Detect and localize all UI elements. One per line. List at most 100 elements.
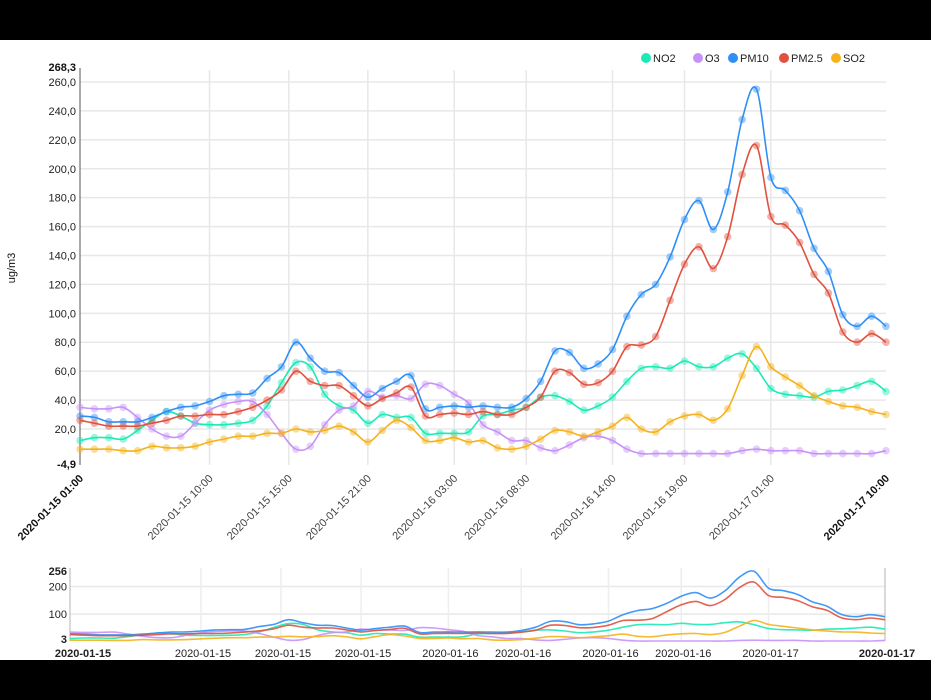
data-point[interactable]: [292, 358, 300, 367]
data-point[interactable]: [594, 378, 602, 387]
data-point[interactable]: [248, 389, 257, 397]
data-point[interactable]: [551, 367, 559, 376]
data-point[interactable]: [220, 435, 228, 443]
data-point[interactable]: [119, 403, 127, 412]
data-point[interactable]: [810, 449, 818, 458]
data-point[interactable]: [162, 444, 171, 452]
data-point[interactable]: [637, 425, 646, 433]
data-point[interactable]: [450, 409, 459, 417]
data-point[interactable]: [479, 407, 487, 416]
data-point[interactable]: [277, 429, 286, 438]
data-point[interactable]: [148, 419, 156, 428]
data-point[interactable]: [709, 363, 718, 371]
data-point[interactable]: [421, 405, 430, 413]
data-point[interactable]: [752, 445, 761, 454]
data-point[interactable]: [119, 418, 127, 426]
data-point[interactable]: [767, 363, 775, 371]
data-point[interactable]: [177, 403, 185, 412]
data-point[interactable]: [349, 406, 358, 415]
data-point[interactable]: [752, 85, 761, 93]
data-point[interactable]: [522, 436, 530, 445]
data-point[interactable]: [220, 400, 228, 409]
data-point[interactable]: [191, 412, 199, 420]
data-point[interactable]: [479, 420, 487, 429]
data-point[interactable]: [205, 397, 214, 406]
data-point[interactable]: [666, 364, 674, 373]
data-point[interactable]: [695, 243, 703, 251]
data-point[interactable]: [76, 445, 84, 454]
data-point[interactable]: [637, 341, 646, 349]
data-point[interactable]: [767, 212, 775, 221]
data-point[interactable]: [723, 232, 732, 241]
data-point[interactable]: [637, 364, 646, 373]
data-point[interactable]: [839, 311, 847, 319]
data-point[interactable]: [623, 445, 631, 454]
data-point[interactable]: [191, 442, 199, 451]
data-point[interactable]: [263, 429, 271, 438]
data-point[interactable]: [767, 446, 775, 455]
data-point[interactable]: [248, 397, 257, 406]
data-point[interactable]: [810, 270, 818, 279]
data-point[interactable]: [421, 429, 430, 438]
data-point[interactable]: [623, 342, 631, 351]
data-point[interactable]: [464, 399, 473, 407]
data-point[interactable]: [853, 322, 861, 331]
data-point[interactable]: [90, 433, 99, 442]
data-point[interactable]: [738, 115, 746, 124]
data-point[interactable]: [105, 405, 113, 413]
legend-item-pm25[interactable]: PM2.5: [779, 53, 823, 65]
data-point[interactable]: [580, 406, 588, 415]
data-point[interactable]: [436, 381, 444, 390]
data-point[interactable]: [709, 449, 718, 458]
data-point[interactable]: [220, 420, 228, 429]
data-point[interactable]: [335, 402, 343, 410]
data-point[interactable]: [234, 397, 243, 406]
data-point[interactable]: [695, 410, 703, 419]
data-point[interactable]: [767, 173, 775, 182]
data-point[interactable]: [378, 410, 387, 419]
data-point[interactable]: [666, 296, 674, 305]
data-point[interactable]: [220, 391, 228, 400]
data-point[interactable]: [651, 363, 660, 371]
data-point[interactable]: [824, 387, 833, 396]
data-point[interactable]: [882, 338, 890, 347]
data-point[interactable]: [364, 402, 372, 410]
data-point[interactable]: [335, 406, 343, 415]
data-point[interactable]: [853, 338, 861, 347]
data-point[interactable]: [580, 364, 588, 373]
legend-item-o3[interactable]: O3: [693, 53, 720, 65]
data-point[interactable]: [795, 446, 804, 455]
data-point[interactable]: [882, 387, 890, 396]
data-point[interactable]: [867, 329, 876, 338]
data-point[interactable]: [392, 413, 401, 422]
data-point[interactable]: [205, 438, 214, 446]
data-point[interactable]: [781, 186, 790, 195]
data-point[interactable]: [781, 446, 790, 455]
data-point[interactable]: [119, 435, 127, 443]
data-point[interactable]: [680, 357, 689, 365]
data-point[interactable]: [867, 407, 876, 416]
data-point[interactable]: [349, 402, 358, 410]
data-point[interactable]: [810, 244, 818, 253]
data-point[interactable]: [349, 428, 358, 436]
data-point[interactable]: [364, 393, 372, 402]
data-point[interactable]: [810, 391, 818, 400]
data-point[interactable]: [839, 386, 847, 394]
data-point[interactable]: [695, 363, 703, 371]
data-point[interactable]: [133, 426, 142, 435]
data-point[interactable]: [695, 449, 703, 458]
data-point[interactable]: [162, 432, 171, 441]
data-point[interactable]: [651, 428, 660, 436]
data-point[interactable]: [651, 332, 660, 341]
data-point[interactable]: [162, 407, 171, 416]
data-point[interactable]: [867, 449, 876, 458]
data-point[interactable]: [392, 389, 401, 397]
data-point[interactable]: [349, 391, 358, 400]
data-point[interactable]: [594, 360, 602, 368]
data-point[interactable]: [205, 406, 214, 415]
data-point[interactable]: [205, 420, 214, 429]
data-point[interactable]: [105, 445, 113, 454]
data-point[interactable]: [493, 403, 502, 412]
data-point[interactable]: [479, 402, 487, 410]
data-point[interactable]: [508, 436, 516, 445]
